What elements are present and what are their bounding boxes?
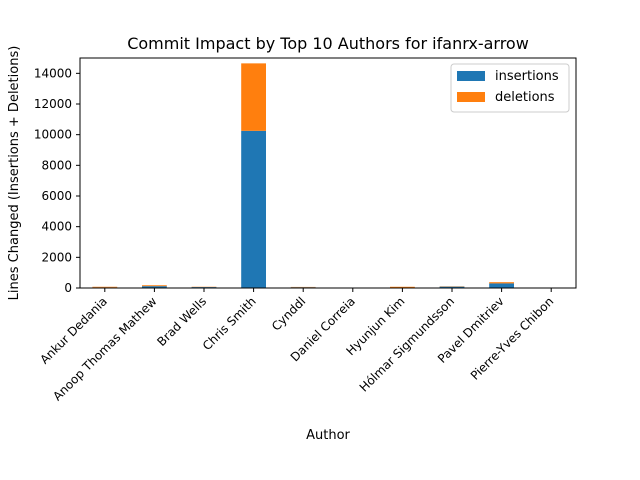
y-axis-label: Lines Changed (Insertions + Deletions): [7, 46, 22, 301]
bar-deletions-0: [92, 286, 118, 288]
bar-deletions-6: [390, 286, 415, 288]
y-tick-label: 8000: [41, 158, 72, 172]
y-axis: 0 2000 4000 6000 8000 10000 12000 14000: [34, 66, 80, 295]
x-tick-label: Anoop Thomas Mathew: [50, 294, 159, 403]
y-tick-label: 10000: [34, 128, 72, 142]
bar-deletions-1: [142, 285, 167, 287]
legend-label-deletions: deletions: [495, 90, 555, 105]
legend-label-insertions: insertions: [495, 69, 559, 84]
y-tick-label: 6000: [41, 189, 72, 203]
bar-insertions-3: [241, 130, 266, 288]
x-tick-label: Chris Smith: [200, 294, 259, 353]
y-tick-label: 12000: [34, 97, 72, 111]
chart-title: Commit Impact by Top 10 Authors for ifan…: [127, 34, 529, 53]
x-tick-label: Cynddl: [269, 294, 308, 333]
legend-swatch-insertions: [457, 71, 485, 81]
bar-insertions-7: [439, 286, 465, 288]
x-tick-label: Hólmar Sigmundsson: [357, 294, 457, 394]
y-tick-label: 0: [64, 281, 72, 295]
y-tick-label: 4000: [41, 220, 72, 234]
x-axis-label: Author: [306, 428, 350, 443]
bar-insertions-8: [489, 283, 514, 288]
y-tick-label: 14000: [34, 66, 72, 80]
legend-swatch-deletions: [457, 92, 485, 102]
legend: insertions deletions: [450, 63, 570, 113]
plot-frame: [79, 57, 577, 289]
x-tick-label: Pierre-Yves Chibon: [468, 294, 556, 382]
y-tick-label: 2000: [41, 250, 72, 264]
bar-deletions-3: [241, 63, 266, 131]
bar-insertions-1: [142, 286, 167, 288]
bar-deletions-8: [489, 282, 514, 284]
bars: [92, 63, 564, 288]
